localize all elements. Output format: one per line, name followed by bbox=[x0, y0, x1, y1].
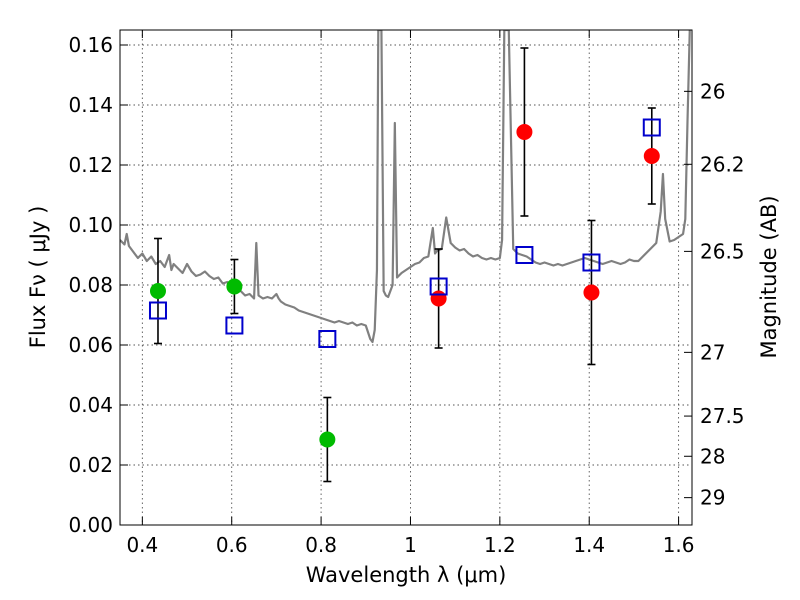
model-square bbox=[148, 301, 167, 320]
y-tick-label: 0.04 bbox=[68, 393, 113, 417]
spectrum-line bbox=[120, 30, 691, 344]
y-tick-label: 0.14 bbox=[68, 93, 113, 117]
y2-tick-label: 26 bbox=[700, 79, 725, 103]
axis-ticks: 0.4 0.6 0.8 1 1.2 1.4 1.6 0.00 0.02 0.04 0.06 0.08 0… bbox=[68, 30, 745, 557]
model-square bbox=[429, 277, 448, 296]
data-point bbox=[149, 283, 166, 299]
y2-tick-label: 27.5 bbox=[700, 404, 745, 428]
x-tick-label: 1.2 bbox=[484, 533, 516, 557]
spectrum-layer bbox=[120, 30, 691, 344]
grid bbox=[120, 30, 692, 526]
y2-tick-label: 29 bbox=[700, 486, 725, 510]
x-tick-label: 1.4 bbox=[573, 533, 605, 557]
x-tick-label: 1 bbox=[404, 533, 417, 557]
x-tick-label: 0.6 bbox=[216, 533, 248, 557]
y-tick-label: 0.00 bbox=[68, 513, 113, 537]
y-axis-label: Flux Fν ( μJy ) bbox=[26, 206, 50, 349]
data-point bbox=[430, 290, 447, 307]
model-square bbox=[318, 330, 337, 348]
y2-tick-label: 26.2 bbox=[700, 152, 745, 176]
model-square bbox=[642, 118, 661, 137]
x-axis-label: Wavelength λ (μm) bbox=[306, 563, 507, 587]
plot-frame bbox=[119, 29, 693, 526]
model-square bbox=[582, 253, 601, 272]
x-tick-label: 0.4 bbox=[126, 533, 158, 557]
data-point bbox=[583, 284, 600, 301]
y-tick-label: 0.12 bbox=[68, 153, 113, 177]
y2-tick-label: 26.5 bbox=[700, 239, 745, 263]
x-tick-label: 0.8 bbox=[305, 533, 337, 557]
y2-tick-label: 27 bbox=[700, 340, 725, 364]
data-point bbox=[516, 124, 533, 140]
model-square bbox=[225, 316, 244, 335]
data-point bbox=[319, 431, 336, 448]
y2-axis-label: Magnitude (AB) bbox=[757, 195, 781, 358]
y-tick-label: 0.08 bbox=[68, 273, 113, 297]
y2-tick-label: 28 bbox=[700, 444, 725, 468]
y-tick-label: 0.10 bbox=[68, 213, 113, 237]
y-tick-label: 0.16 bbox=[68, 33, 113, 57]
data-point bbox=[643, 148, 660, 164]
model-square bbox=[515, 246, 534, 264]
y-tick-label: 0.06 bbox=[68, 333, 113, 357]
marker-layer bbox=[148, 118, 661, 448]
x-tick-label: 1.6 bbox=[663, 533, 695, 557]
data-point bbox=[226, 278, 243, 295]
y-tick-label: 0.02 bbox=[68, 453, 113, 477]
